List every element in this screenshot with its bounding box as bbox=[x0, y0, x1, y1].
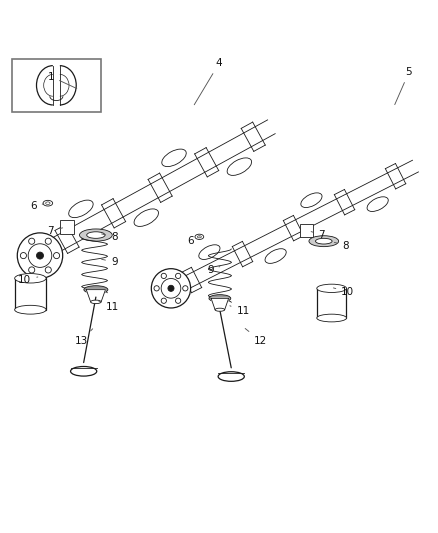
Circle shape bbox=[183, 286, 188, 291]
Circle shape bbox=[45, 238, 51, 244]
Circle shape bbox=[28, 238, 35, 244]
Ellipse shape bbox=[69, 200, 93, 217]
Text: 6: 6 bbox=[30, 201, 44, 211]
Text: 7: 7 bbox=[311, 230, 325, 240]
Bar bbox=[12, 59, 101, 111]
Ellipse shape bbox=[215, 308, 225, 311]
Ellipse shape bbox=[218, 372, 244, 381]
Ellipse shape bbox=[71, 367, 97, 376]
Circle shape bbox=[53, 253, 60, 259]
Circle shape bbox=[161, 298, 166, 303]
Polygon shape bbox=[86, 289, 106, 302]
Text: 12: 12 bbox=[245, 328, 267, 346]
Ellipse shape bbox=[317, 314, 346, 322]
Ellipse shape bbox=[199, 245, 220, 260]
Ellipse shape bbox=[43, 200, 53, 206]
Circle shape bbox=[28, 267, 35, 273]
Circle shape bbox=[151, 269, 191, 308]
Ellipse shape bbox=[87, 232, 105, 238]
Ellipse shape bbox=[195, 234, 204, 239]
Text: 10: 10 bbox=[18, 274, 38, 285]
Ellipse shape bbox=[14, 305, 46, 314]
Circle shape bbox=[176, 298, 181, 303]
Ellipse shape bbox=[317, 284, 346, 293]
Text: 9: 9 bbox=[207, 265, 220, 275]
Text: 10: 10 bbox=[333, 287, 354, 297]
Text: 5: 5 bbox=[395, 67, 412, 104]
Bar bbox=[300, 224, 313, 237]
Text: 1: 1 bbox=[48, 71, 77, 88]
Text: 6: 6 bbox=[187, 236, 199, 246]
Ellipse shape bbox=[80, 229, 112, 241]
Text: 11: 11 bbox=[230, 306, 250, 316]
Ellipse shape bbox=[46, 202, 50, 205]
Ellipse shape bbox=[301, 193, 322, 207]
Ellipse shape bbox=[367, 197, 388, 212]
Text: 9: 9 bbox=[102, 257, 117, 267]
Ellipse shape bbox=[309, 236, 339, 247]
Ellipse shape bbox=[14, 273, 46, 283]
Ellipse shape bbox=[134, 209, 159, 227]
Bar bbox=[14, 278, 46, 310]
Circle shape bbox=[36, 252, 43, 259]
Ellipse shape bbox=[162, 149, 186, 167]
Ellipse shape bbox=[84, 286, 108, 294]
Circle shape bbox=[45, 267, 51, 273]
Circle shape bbox=[176, 273, 181, 279]
Text: 11: 11 bbox=[99, 302, 119, 312]
Circle shape bbox=[20, 253, 26, 259]
Ellipse shape bbox=[315, 238, 332, 244]
Text: 8: 8 bbox=[102, 232, 117, 242]
Circle shape bbox=[28, 244, 52, 268]
Bar bbox=[60, 220, 74, 234]
Circle shape bbox=[161, 273, 166, 279]
Circle shape bbox=[161, 279, 181, 298]
Ellipse shape bbox=[198, 236, 201, 238]
Ellipse shape bbox=[91, 300, 101, 304]
Bar bbox=[317, 288, 346, 318]
Circle shape bbox=[17, 233, 63, 278]
Circle shape bbox=[154, 286, 159, 291]
Text: 8: 8 bbox=[334, 240, 349, 251]
Polygon shape bbox=[211, 298, 229, 310]
Text: 7: 7 bbox=[48, 225, 63, 236]
Ellipse shape bbox=[265, 249, 286, 263]
Text: 13: 13 bbox=[75, 329, 93, 346]
Circle shape bbox=[168, 285, 174, 292]
Text: 4: 4 bbox=[194, 59, 223, 105]
Ellipse shape bbox=[209, 295, 231, 302]
Ellipse shape bbox=[227, 158, 251, 175]
